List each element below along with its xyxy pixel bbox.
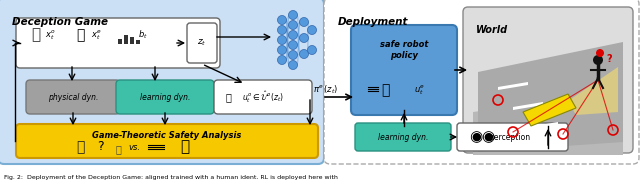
FancyBboxPatch shape [0, 0, 324, 164]
Text: $x_t^o$: $x_t^o$ [45, 28, 56, 42]
Text: $u_t^o \in \hat{\mathcal{U}}^o(z_t)$: $u_t^o \in \hat{\mathcal{U}}^o(z_t)$ [242, 89, 284, 105]
Text: ⛹: ⛹ [76, 140, 84, 154]
Text: 🚗: 🚗 [180, 139, 189, 155]
FancyBboxPatch shape [116, 80, 214, 114]
FancyBboxPatch shape [26, 80, 120, 114]
Text: ?: ? [606, 54, 612, 64]
Text: $b_t$: $b_t$ [138, 29, 148, 41]
Text: ⛹: ⛹ [31, 27, 40, 43]
Text: $z_t$: $z_t$ [197, 38, 207, 48]
FancyBboxPatch shape [16, 124, 318, 158]
FancyBboxPatch shape [16, 18, 220, 68]
Text: physical dyn.: physical dyn. [48, 93, 98, 102]
Circle shape [289, 61, 298, 70]
Circle shape [278, 26, 287, 35]
Polygon shape [478, 42, 623, 152]
Polygon shape [473, 92, 623, 155]
Text: World: World [476, 25, 508, 35]
Circle shape [300, 17, 308, 26]
Text: $\pi^e\,(z_t)$: $\pi^e\,(z_t)$ [314, 84, 339, 96]
Text: learning dyn.: learning dyn. [140, 93, 190, 102]
FancyBboxPatch shape [324, 0, 639, 164]
Polygon shape [498, 82, 528, 90]
Text: Deployment: Deployment [338, 17, 408, 27]
Bar [130, 37, 134, 44]
Circle shape [289, 20, 298, 29]
Text: Game-Theoretic Safety Analysis: Game-Theoretic Safety Analysis [92, 132, 242, 141]
Polygon shape [528, 122, 558, 130]
Circle shape [307, 45, 317, 54]
FancyBboxPatch shape [457, 123, 568, 151]
Text: vs.: vs. [128, 142, 140, 151]
Text: learning dyn.: learning dyn. [378, 132, 428, 141]
Circle shape [278, 56, 287, 65]
FancyBboxPatch shape [463, 7, 633, 153]
Circle shape [300, 49, 308, 59]
Circle shape [300, 33, 308, 43]
Text: ●: ● [471, 132, 481, 142]
FancyBboxPatch shape [351, 25, 457, 115]
Text: ○: ○ [481, 130, 495, 144]
Text: 🚗: 🚗 [76, 28, 84, 42]
Circle shape [596, 49, 604, 57]
Bar [136, 40, 140, 44]
Text: ○: ○ [469, 130, 483, 144]
Polygon shape [568, 67, 618, 115]
FancyBboxPatch shape [187, 23, 217, 63]
Text: perception: perception [490, 132, 531, 141]
Circle shape [289, 31, 298, 40]
FancyBboxPatch shape [214, 80, 312, 114]
Text: ⛹: ⛹ [115, 144, 121, 154]
FancyBboxPatch shape [355, 123, 451, 151]
Text: ●: ● [483, 132, 493, 142]
Text: ?: ? [97, 141, 103, 153]
Circle shape [289, 10, 298, 20]
Text: $x_t^e$: $x_t^e$ [90, 28, 102, 42]
Text: 🚗: 🚗 [381, 83, 389, 97]
Text: $u_t^e$: $u_t^e$ [415, 83, 426, 97]
Bar [124, 35, 128, 44]
Circle shape [278, 15, 287, 24]
Circle shape [289, 40, 298, 49]
Polygon shape [523, 94, 576, 126]
Polygon shape [513, 102, 543, 110]
Circle shape [593, 55, 603, 65]
Circle shape [278, 36, 287, 45]
Circle shape [278, 45, 287, 54]
Text: Deception Game: Deception Game [12, 17, 108, 27]
Circle shape [289, 50, 298, 59]
Circle shape [307, 26, 317, 35]
Text: Fig. 2:  Deployment of the Deception Game: aligned trained with a human ident. R: Fig. 2: Deployment of the Deception Game… [4, 175, 338, 180]
Text: safe robot
policy: safe robot policy [380, 40, 428, 60]
Bar [118, 39, 122, 44]
Text: 🚴: 🚴 [225, 92, 231, 102]
